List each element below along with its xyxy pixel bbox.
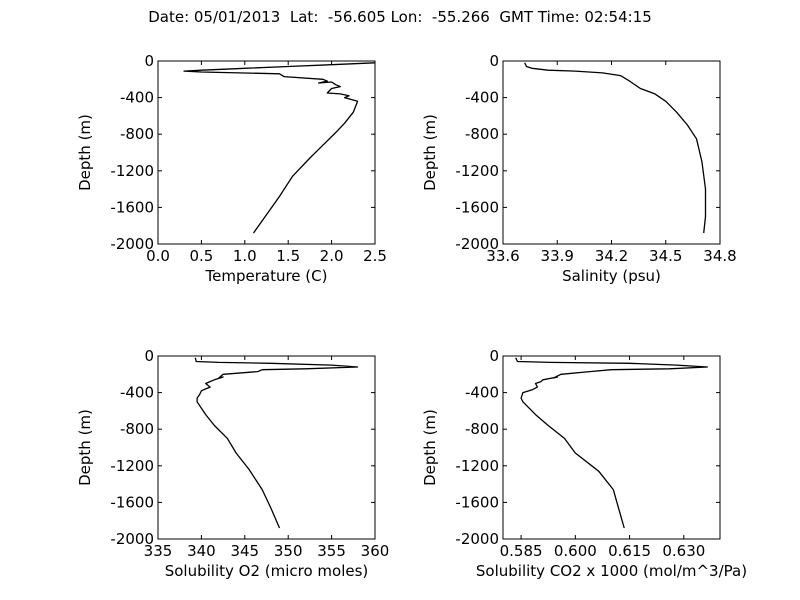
y-tick-label: -400 <box>120 89 154 107</box>
x-tick-label: 0.600 <box>554 542 597 560</box>
x-tick-label: 340 <box>187 542 216 560</box>
y-tick-label: -800 <box>465 420 499 438</box>
y-tick-label: 0 <box>489 347 499 365</box>
y-tick-label: -400 <box>120 384 154 402</box>
y-axis-label: Depth (m) <box>421 114 439 191</box>
plot-frame <box>502 60 721 245</box>
x-axis-label: Temperature (C) <box>205 267 328 285</box>
y-tick-label: -400 <box>465 384 499 402</box>
x-tick-label: 2.5 <box>363 247 387 265</box>
subplot-1: 0.0 0.5 1.0 1.5 2.0 2.5 0 -400 -800 -1200 -1600 -20… <box>76 52 387 285</box>
x-tick-label: 360 <box>361 542 390 560</box>
plot-frame <box>157 60 376 245</box>
subplot-4: 0.585 0.600 0.615 0.630 0 -400 -800 -1200 -1600 -… <box>421 347 747 580</box>
y-tick-label: -1200 <box>110 457 154 475</box>
y-tick-label: -1200 <box>110 162 154 180</box>
y-tick-label: 0 <box>144 52 154 70</box>
x-tick-label: 2.0 <box>320 247 344 265</box>
x-tick-label: 33.9 <box>541 247 574 265</box>
plot-frame <box>502 355 721 540</box>
x-tick-label: 355 <box>317 542 346 560</box>
y-tick-label: -800 <box>120 125 154 143</box>
x-tick-label: 0.5 <box>189 247 213 265</box>
x-tick-label: 1.0 <box>233 247 257 265</box>
y-tick-label: 0 <box>144 347 154 365</box>
x-tick-label: 0.0 <box>146 247 170 265</box>
figure-title: Date: 05/01/2013 Lat: -56.605 Lon: -55.2… <box>148 8 652 26</box>
x-tick-label: 34.5 <box>649 247 682 265</box>
profile-line <box>524 62 707 234</box>
subplot-3: 335 340 345 350 355 360 0 -400 -800 -1200 -1600 -20… <box>76 347 389 580</box>
y-tick-label: -2000 <box>455 530 499 548</box>
y-axis-label: Depth (m) <box>76 409 94 486</box>
y-tick-label: -1200 <box>455 162 499 180</box>
profile-line <box>183 62 376 234</box>
x-tick-label: 335 <box>144 542 173 560</box>
x-tick-label: 0.630 <box>662 542 705 560</box>
x-tick-label: 33.6 <box>486 247 519 265</box>
y-tick-label: -2000 <box>110 235 154 253</box>
y-tick-label: -1200 <box>455 457 499 475</box>
x-tick-label: 0.615 <box>608 542 651 560</box>
x-tick-label: 34.8 <box>703 247 736 265</box>
y-tick-label: -400 <box>465 89 499 107</box>
y-tick-label: -1600 <box>110 198 154 216</box>
profile-line <box>194 357 359 529</box>
y-tick-label: -2000 <box>455 235 499 253</box>
y-tick-label: -2000 <box>110 530 154 548</box>
y-tick-label: 0 <box>489 52 499 70</box>
y-tick-label: -800 <box>120 420 154 438</box>
x-axis-label: Solubility CO2 x 1000 (mol/m^3/Pa) <box>476 562 747 580</box>
x-axis-label: Solubility O2 (micro moles) <box>165 562 369 580</box>
x-tick-label: 0.585 <box>500 542 543 560</box>
y-tick-label: -1600 <box>110 493 154 511</box>
y-tick-label: -1600 <box>455 198 499 216</box>
x-tick-label: 350 <box>274 542 303 560</box>
y-tick-label: -800 <box>465 125 499 143</box>
x-tick-label: 345 <box>230 542 259 560</box>
plot-frame <box>157 355 376 540</box>
profile-line <box>515 357 708 529</box>
x-axis-label: Salinity (psu) <box>562 267 661 285</box>
y-axis-label: Depth (m) <box>421 409 439 486</box>
subplot-2: 33.6 33.9 34.2 34.5 34.8 0 -400 -800 -1200 -1600 -… <box>421 52 737 285</box>
x-tick-label: 34.2 <box>595 247 628 265</box>
y-tick-label: -1600 <box>455 493 499 511</box>
y-axis-label: Depth (m) <box>76 114 94 191</box>
x-tick-label: 1.5 <box>276 247 300 265</box>
